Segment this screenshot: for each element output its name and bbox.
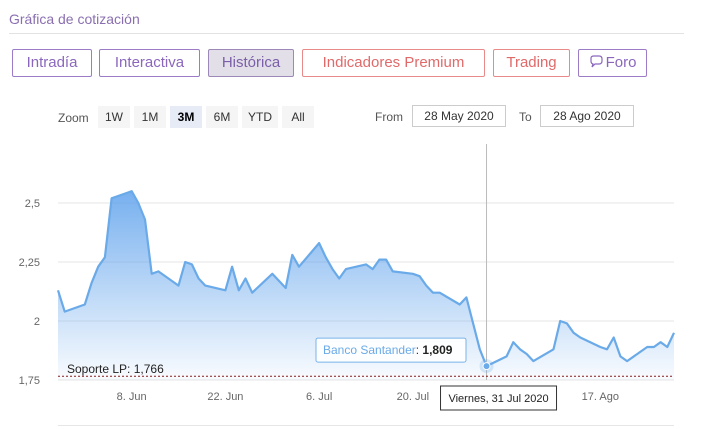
tab-label: Foro xyxy=(605,54,637,71)
tab-label: Interactiva xyxy=(114,54,185,71)
tab-interactiva[interactable]: Interactiva xyxy=(99,49,200,77)
y-tick-label: 2,5 xyxy=(25,198,40,210)
zoom-3m-button[interactable]: 3M xyxy=(170,106,202,128)
tab-label: Indicadores Premium xyxy=(322,54,465,71)
tab-foro[interactable]: Foro xyxy=(578,49,647,77)
zoom-label: Zoom xyxy=(58,111,89,125)
tab-label: Trading xyxy=(506,54,557,71)
tab-indicadores-premium[interactable]: Indicadores Premium xyxy=(302,49,485,77)
x-tick-label: 20. Jul xyxy=(397,391,429,403)
tab-historica[interactable]: Histórica xyxy=(208,49,294,77)
zoom-6m-button[interactable]: 6M xyxy=(206,106,238,128)
zoom-1w-button[interactable]: 1W xyxy=(98,106,130,128)
tab-trading[interactable]: Trading xyxy=(493,49,570,77)
value-tooltip-text: Banco Santander: 1,809 xyxy=(323,343,453,357)
x-tick-label: 17. Ago xyxy=(582,391,619,403)
tab-intradia[interactable]: Intradía xyxy=(12,49,92,77)
zoom-all-button[interactable]: All xyxy=(282,106,314,128)
x-tick-label: 22. Jun xyxy=(207,391,243,403)
tooltip-value: 1,809 xyxy=(422,343,452,357)
to-date-input[interactable]: 28 Ago 2020 xyxy=(540,105,634,127)
x-tick-label: 6. Jul xyxy=(306,391,332,403)
support-label: Soporte LP: 1,766 xyxy=(67,362,164,376)
series-area xyxy=(58,191,674,380)
chart-bottom-divider xyxy=(58,425,674,426)
tab-label: Histórica xyxy=(221,54,281,71)
y-tick-label: 2,25 xyxy=(19,257,40,269)
tooltip-series-name: Banco Santander xyxy=(323,343,416,357)
zoom-1m-button[interactable]: 1M xyxy=(134,106,166,128)
from-date-input[interactable]: 28 May 2020 xyxy=(412,105,506,127)
header-divider xyxy=(9,33,684,34)
page-title: Gráfica de cotización xyxy=(9,11,140,27)
series-line xyxy=(56,190,675,368)
y-tick-label: 2 xyxy=(34,316,40,328)
chat-bubble-icon xyxy=(589,52,603,78)
date-tooltip xyxy=(440,385,558,411)
tab-label: Intradía xyxy=(26,54,78,71)
y-tick-label: 1,75 xyxy=(19,375,40,387)
to-label: To xyxy=(519,110,532,124)
x-tick-label: 8. Jun xyxy=(117,391,147,403)
zoom-ytd-button[interactable]: YTD xyxy=(242,106,278,128)
hover-point xyxy=(482,362,491,371)
date-tooltip-text: Viernes, 31 Jul 2020 xyxy=(448,393,548,405)
value-tooltip xyxy=(315,337,467,363)
from-label: From xyxy=(375,110,403,124)
tooltip-separator: : xyxy=(416,343,423,357)
